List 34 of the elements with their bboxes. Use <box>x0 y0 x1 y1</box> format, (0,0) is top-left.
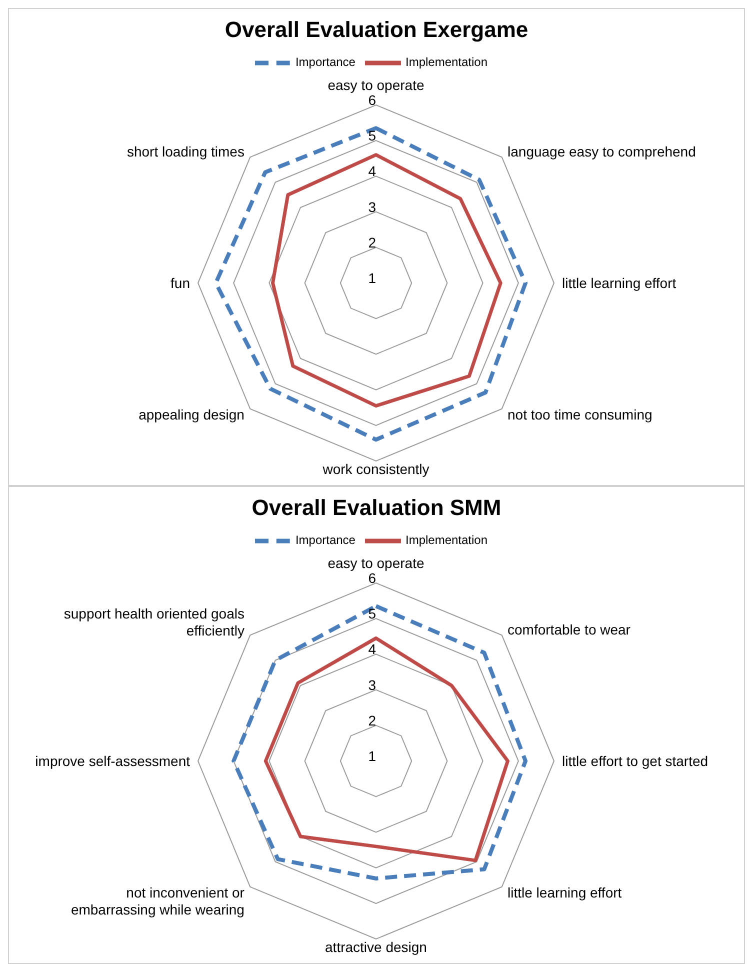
y-tick-label: 4 <box>368 641 376 658</box>
spoke-label: not too time consuming <box>508 406 652 423</box>
spoke-label: improve self-assessment <box>35 753 190 769</box>
spoke-label: support health oriented goals efficiently <box>64 605 244 638</box>
y-tick-label: 3 <box>368 676 376 693</box>
chart-title: Overall Evaluation Exergame <box>224 17 530 44</box>
spoke-label: easy to operate <box>328 77 424 93</box>
spoke-label: work consistently <box>322 461 430 477</box>
spoke-label: easy to operate <box>328 555 424 571</box>
y-tick-label: 6 <box>368 92 376 108</box>
chart-title: Overall Evaluation SMM <box>250 495 502 522</box>
spoke-label: not inconvenient or embarrassing while wearing <box>70 884 245 918</box>
y-tick-label: 2 <box>368 234 376 250</box>
legend-label: Implementation <box>405 533 488 548</box>
y-tick-label: 5 <box>368 128 376 144</box>
legend-label: Importance <box>295 533 356 548</box>
spoke-label: little learning effort <box>562 275 676 291</box>
y-tick-label: 4 <box>368 163 376 180</box>
y-tick-label: 6 <box>368 570 376 586</box>
y-tick-label: 5 <box>368 606 376 622</box>
legend-label: Importance <box>295 55 356 70</box>
y-tick-label: 2 <box>368 712 376 728</box>
spoke-label: fun <box>170 275 190 291</box>
spoke-label: little effort to get started <box>562 753 708 769</box>
spoke-label: little learning effort <box>508 884 622 901</box>
y-tick-label: 1 <box>368 270 376 286</box>
spoke-label: language easy to comprehend <box>508 143 696 160</box>
y-tick-label: 3 <box>368 198 376 215</box>
spoke-label: appealing design <box>138 406 244 423</box>
legend-label: Implementation <box>405 55 488 70</box>
spoke-label: comfortable to wear <box>508 621 631 638</box>
spoke-label: short loading times <box>126 143 244 160</box>
y-tick-label: 1 <box>368 748 376 764</box>
spoke-label: attractive design <box>325 939 427 955</box>
